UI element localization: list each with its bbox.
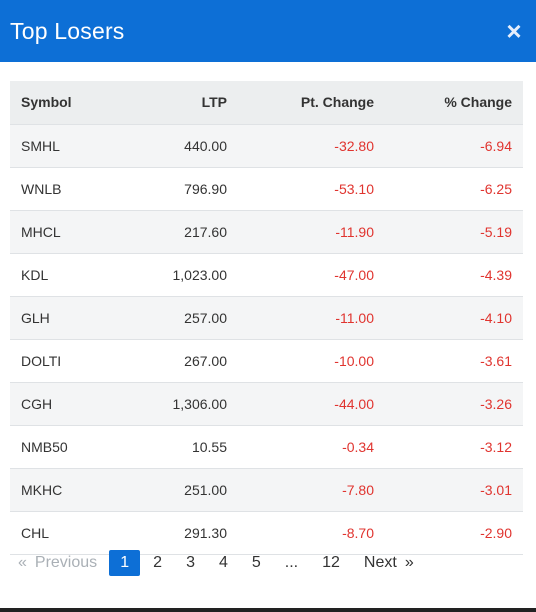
cell-ltp: 440.00 bbox=[130, 124, 238, 168]
cell-pct-change: -3.26 bbox=[385, 382, 523, 426]
cell-pct-change: -6.94 bbox=[385, 124, 523, 168]
page-button-3[interactable]: 3 bbox=[186, 554, 195, 571]
table-row[interactable]: KDL 1,023.00 -47.00 -4.39 bbox=[10, 253, 523, 297]
losers-table: Symbol LTP Pt. Change % Change SMHL 440.… bbox=[10, 81, 523, 555]
cell-symbol[interactable]: KDL bbox=[10, 253, 130, 297]
table-row[interactable]: CHL 291.30 -8.70 -2.90 bbox=[10, 511, 523, 555]
page-button-5[interactable]: 5 bbox=[251, 554, 261, 571]
cell-ltp: 10.55 bbox=[130, 425, 238, 469]
modal-title: Top Losers bbox=[10, 17, 125, 44]
close-icon[interactable]: × bbox=[506, 16, 522, 46]
page-button-4[interactable]: 4 bbox=[218, 554, 228, 571]
cell-pct-change: -6.25 bbox=[385, 167, 523, 211]
table-body: SMHL 440.00 -32.80 -6.94 WNLB 796.90 -53… bbox=[10, 124, 523, 555]
table-row[interactable]: DOLTI 267.00 -10.00 -3.61 bbox=[10, 339, 523, 383]
cell-pct-change: -5.19 bbox=[385, 210, 523, 254]
cell-symbol[interactable]: MKHC bbox=[10, 468, 130, 512]
cell-ltp: 267.00 bbox=[130, 339, 238, 383]
table-row[interactable]: GLH 257.00 -11.00 -4.10 bbox=[10, 296, 523, 340]
cell-ltp: 796.90 bbox=[130, 167, 238, 211]
modal-header: Top Losers × bbox=[0, 0, 536, 62]
cell-pt-change: -7.80 bbox=[238, 468, 385, 512]
table-row[interactable]: MKHC 251.00 -7.80 -3.01 bbox=[10, 468, 523, 512]
cell-pt-change: -8.70 bbox=[238, 511, 385, 555]
column-header-pt-change[interactable]: Pt. Change bbox=[238, 81, 385, 125]
cell-ltp: 1,306.00 bbox=[130, 382, 238, 426]
bottom-divider bbox=[0, 608, 536, 612]
page-button-12[interactable]: 12 bbox=[322, 554, 340, 571]
cell-symbol[interactable]: WNLB bbox=[10, 167, 130, 211]
table-row[interactable]: SMHL 440.00 -32.80 -6.94 bbox=[10, 124, 523, 168]
page-button-1[interactable]: 1 bbox=[109, 550, 141, 576]
column-header-symbol[interactable]: Symbol bbox=[10, 81, 130, 125]
cell-ltp: 291.30 bbox=[130, 511, 238, 555]
cell-pt-change: -11.90 bbox=[238, 210, 385, 254]
cell-pt-change: -32.80 bbox=[238, 124, 385, 168]
previous-page-button[interactable]: Previous bbox=[34, 554, 98, 571]
next-arrow-icon[interactable]: » bbox=[404, 554, 414, 571]
cell-pt-change: -44.00 bbox=[238, 382, 385, 426]
cell-pt-change: -10.00 bbox=[238, 339, 385, 383]
next-page-button[interactable]: Next bbox=[363, 554, 397, 571]
cell-ltp: 257.00 bbox=[130, 296, 238, 340]
cell-symbol[interactable]: CGH bbox=[10, 382, 130, 426]
cell-ltp: 251.00 bbox=[130, 468, 238, 512]
cell-pct-change: -2.90 bbox=[385, 511, 523, 555]
cell-pt-change: -47.00 bbox=[238, 253, 385, 297]
cell-ltp: 1,023.00 bbox=[130, 253, 238, 297]
cell-pt-change: -11.00 bbox=[238, 296, 385, 340]
cell-pct-change: -3.01 bbox=[385, 468, 523, 512]
column-header-pct-change[interactable]: % Change bbox=[385, 81, 523, 125]
table-row[interactable]: MHCL 217.60 -11.90 -5.19 bbox=[10, 210, 523, 254]
column-header-ltp[interactable]: LTP bbox=[130, 81, 238, 125]
table-header: Symbol LTP Pt. Change % Change bbox=[10, 81, 523, 125]
cell-pct-change: -3.61 bbox=[385, 339, 523, 383]
cell-symbol[interactable]: CHL bbox=[10, 511, 130, 555]
table-header-row: Symbol LTP Pt. Change % Change bbox=[10, 81, 523, 125]
table-row[interactable]: CGH 1,306.00 -44.00 -3.26 bbox=[10, 382, 523, 426]
previous-arrow-icon: « bbox=[18, 554, 27, 571]
table-row[interactable]: NMB50 10.55 -0.34 -3.12 bbox=[10, 425, 523, 469]
cell-pt-change: -0.34 bbox=[238, 425, 385, 469]
cell-pt-change: -53.10 bbox=[238, 167, 385, 211]
cell-symbol[interactable]: MHCL bbox=[10, 210, 130, 254]
table-row[interactable]: WNLB 796.90 -53.10 -6.25 bbox=[10, 167, 523, 211]
cell-ltp: 217.60 bbox=[130, 210, 238, 254]
cell-symbol[interactable]: DOLTI bbox=[10, 339, 130, 383]
cell-pct-change: -4.39 bbox=[385, 253, 523, 297]
cell-pct-change: -3.12 bbox=[385, 425, 523, 469]
page-ellipsis: ... bbox=[284, 554, 299, 571]
cell-pct-change: -4.10 bbox=[385, 296, 523, 340]
losers-table-container: Symbol LTP Pt. Change % Change SMHL 440.… bbox=[10, 81, 523, 555]
page-button-2[interactable]: 2 bbox=[153, 554, 163, 571]
cell-symbol[interactable]: SMHL bbox=[10, 124, 130, 168]
cell-symbol[interactable]: NMB50 bbox=[10, 425, 130, 469]
pagination: « Previous 1 2 3 4 5 ... 12 Next » bbox=[10, 550, 422, 576]
cell-symbol[interactable]: GLH bbox=[10, 296, 130, 340]
